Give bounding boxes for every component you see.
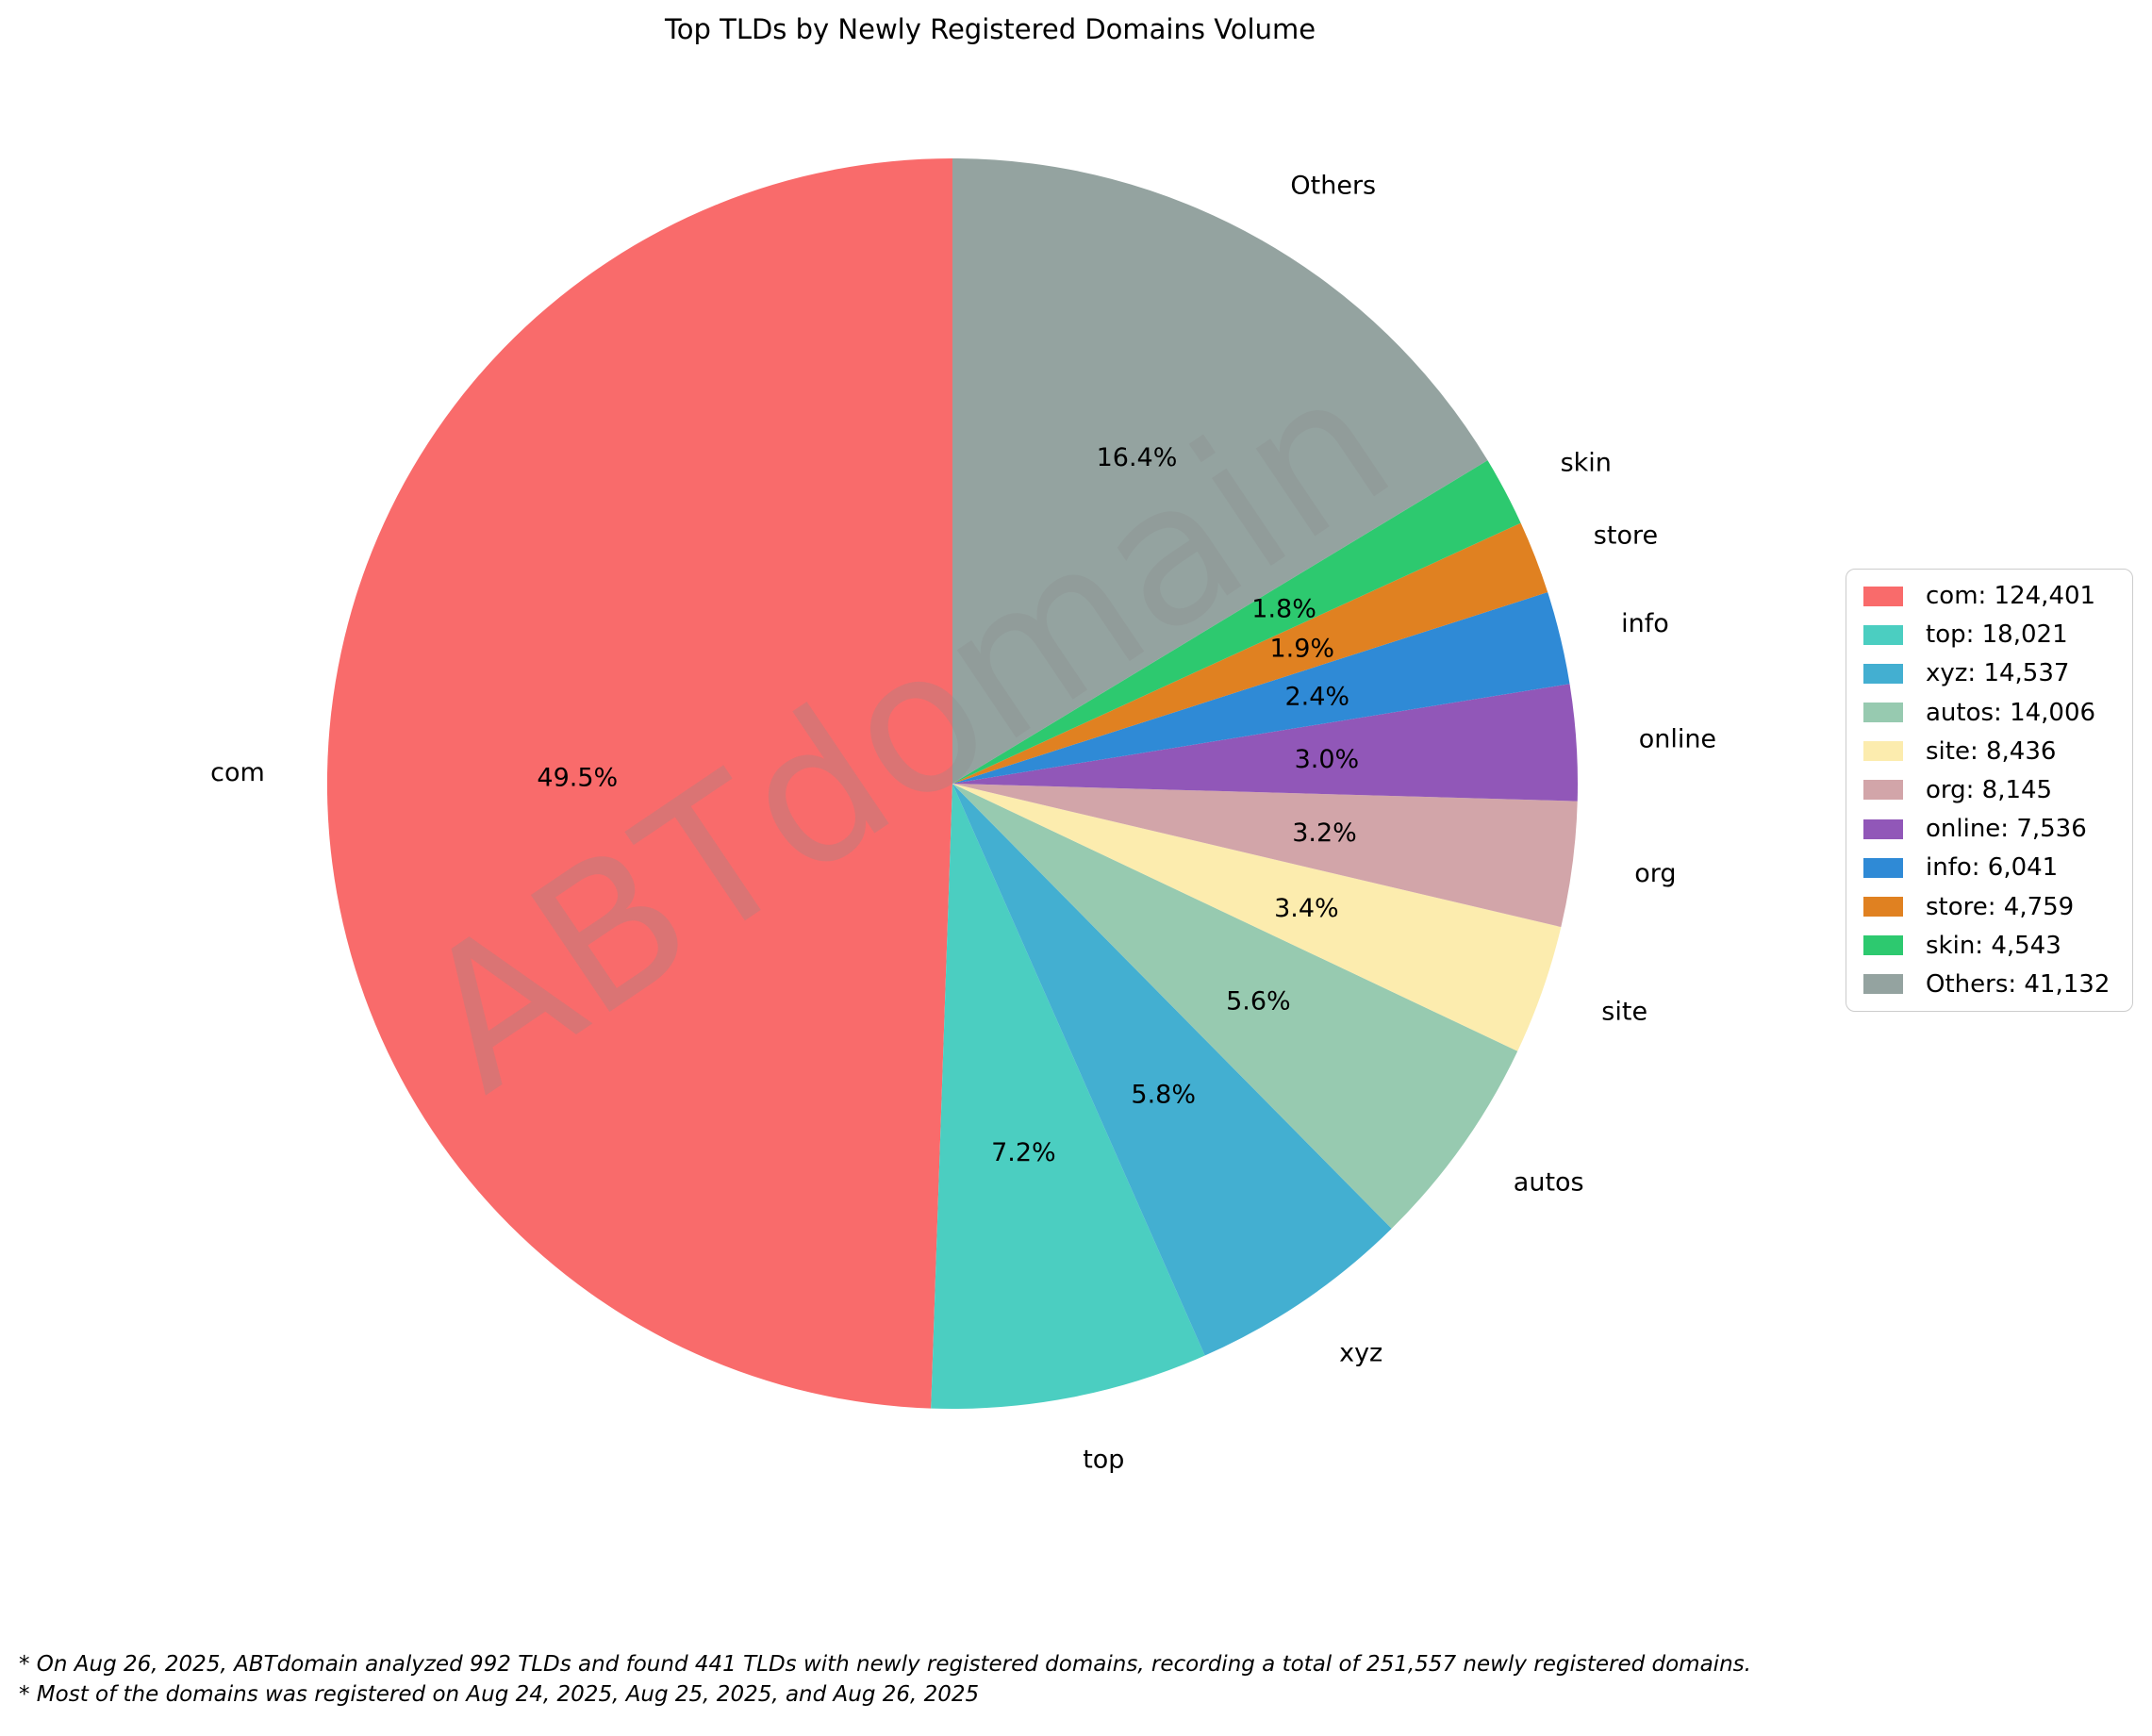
legend-item-store: store: 4,759 [1863,893,2119,921]
pct-label-org: 3.2% [1292,818,1357,848]
legend-swatch [1863,780,1903,801]
legend-swatch [1863,586,1903,606]
pct-label-autos: 5.6% [1226,987,1291,1017]
pct-label-online: 3.0% [1295,745,1360,774]
pct-label-top: 7.2% [991,1138,1056,1167]
legend-label: skin: 4,543 [1926,931,2061,960]
pie-slice-Others [952,158,1488,784]
pct-label-store: 1.9% [1269,634,1334,663]
slice-label-com: com [210,758,265,787]
slice-label-skin: skin [1561,448,1612,477]
legend-swatch [1863,935,1903,956]
legend-item-online: online: 7,536 [1863,815,2119,843]
slice-label-xyz: xyz [1339,1338,1382,1367]
slice-label-info: info [1621,609,1669,638]
legend-swatch [1863,624,1903,645]
legend-swatch [1863,857,1903,878]
slice-label-autos: autos [1514,1167,1584,1197]
slice-label-Others: Others [1290,171,1376,200]
pct-label-Others: 16.4% [1097,443,1178,472]
legend-label: online: 7,536 [1926,815,2087,844]
legend-label: org: 8,145 [1926,775,2053,804]
legend-item-top: top: 18,021 [1863,620,2119,649]
pct-label-info: 2.4% [1284,683,1349,712]
legend-swatch [1863,663,1903,684]
legend-item-xyz: xyz: 14,537 [1863,659,2119,687]
legend-label: top: 18,021 [1926,620,2068,650]
slice-label-org: org [1634,859,1676,888]
legend-item-Others: Others: 41,132 [1863,970,2119,999]
legend-swatch [1863,741,1903,762]
pie-slice-org [952,784,1578,928]
pie-slice-com [326,158,952,1409]
legend-label: Others: 41,132 [1926,969,2111,999]
slice-label-site: site [1601,997,1647,1026]
pie-slice-top [931,784,1205,1410]
legend-swatch [1863,818,1903,839]
legend-label: site: 8,436 [1926,736,2057,766]
pie-slice-online [952,684,1579,802]
slice-label-top: top [1083,1446,1124,1475]
slice-label-online: online [1639,724,1716,753]
pie-slice-autos [952,784,1518,1229]
legend-swatch [1863,974,1903,995]
legend-item-autos: autos: 14,006 [1863,699,2119,727]
legend-label: info: 6,041 [1926,853,2059,883]
slice-label-store: store [1594,521,1658,550]
legend-label: com: 124,401 [1926,582,2096,610]
legend-box: com: 124,401 top: 18,021 xyz: 14,537 autos:… [1846,569,2133,1012]
legend-label: autos: 14,006 [1926,698,2096,727]
pct-label-skin: 1.8% [1251,594,1316,623]
legend-swatch [1863,897,1903,917]
footnote-line-2: * Most of the domains was registered on … [19,1682,980,1707]
legend-label: store: 4,759 [1926,892,2075,921]
legend-item-org: org: 8,145 [1863,776,2119,804]
legend-item-site: site: 8,436 [1863,737,2119,766]
legend-label: xyz: 14,537 [1926,659,2070,688]
pie-slice-info [952,592,1570,784]
pie-slice-skin [952,460,1521,784]
chart-title: Top TLDs by Newly Registered Domains Vol… [664,13,1316,45]
pct-label-com: 49.5% [537,764,618,793]
pct-label-site: 3.4% [1274,894,1339,923]
legend-item-skin: skin: 4,543 [1863,932,2119,960]
legend-item-info: info: 6,041 [1863,853,2119,882]
footnote-line-1: * On Aug 26, 2025, ABTdomain analyzed 99… [19,1652,1751,1677]
pie-slice-xyz [952,784,1392,1356]
pie-slice-site [952,784,1562,1051]
legend-swatch [1863,703,1903,723]
pct-label-xyz: 5.8% [1131,1080,1196,1109]
pie-slice-store [952,522,1548,784]
legend-item-com: com: 124,401 [1863,582,2119,610]
